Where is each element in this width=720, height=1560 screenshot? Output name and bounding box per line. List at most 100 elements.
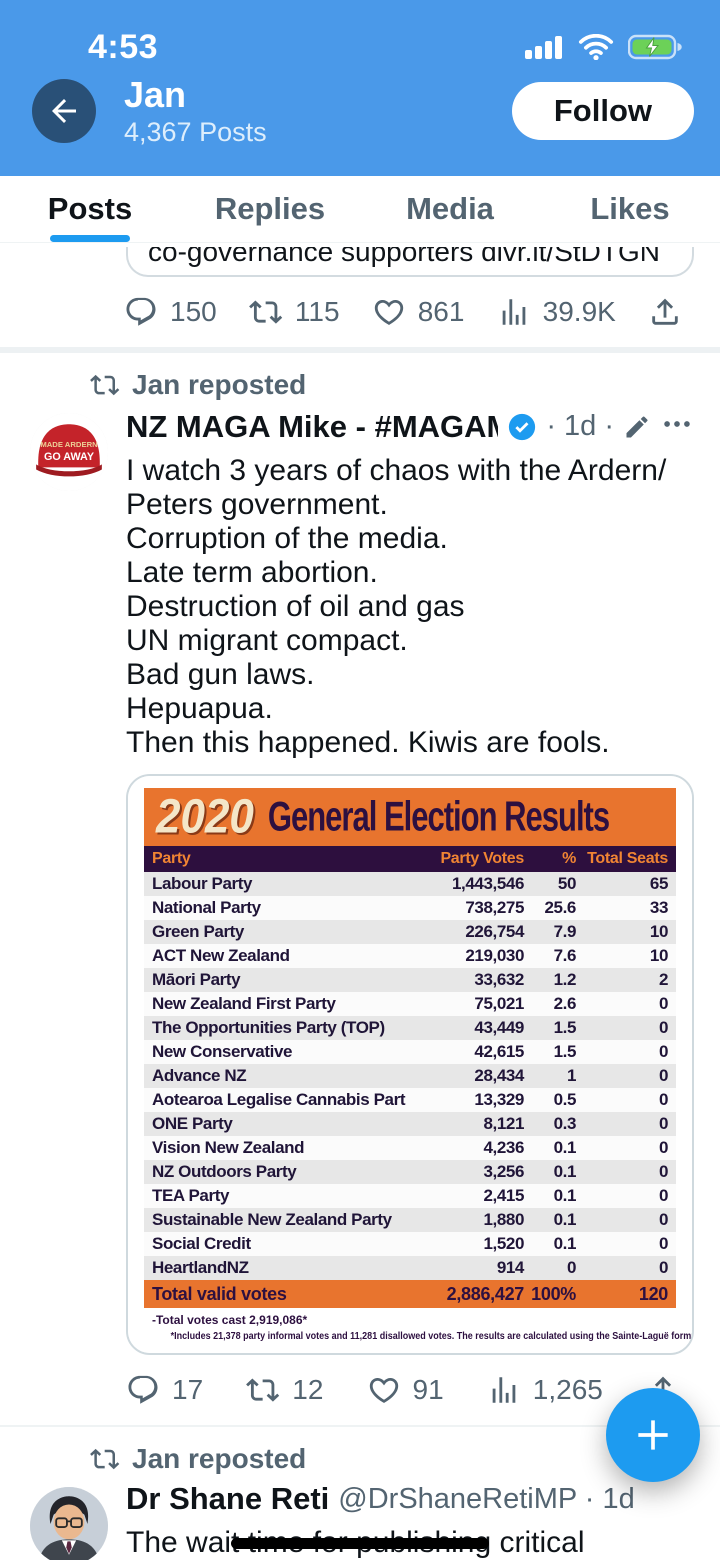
- like-count: 91: [412, 1374, 444, 1405]
- views-button[interactable]: 1,265: [487, 1373, 603, 1407]
- red-cap-avatar-image: MADE ARDERN GO AWAY: [30, 413, 108, 491]
- election-cell: 0: [658, 1234, 668, 1253]
- reply-icon: [128, 1375, 158, 1404]
- election-cell: Sustainable New Zealand Party: [152, 1210, 392, 1229]
- election-cell: 0: [658, 1090, 668, 1109]
- compose-fab-button[interactable]: [606, 1388, 700, 1482]
- election-cell: ONE Party: [152, 1114, 233, 1133]
- election-table-row: National Party 738,275 25.6 33: [144, 896, 676, 920]
- profile-posts-count: 4,367 Posts: [124, 116, 267, 147]
- election-cell: 3,256: [483, 1162, 524, 1181]
- election-table-row: Māori Party 33,632 1.2 2: [144, 968, 676, 992]
- election-cell: 0: [658, 1162, 668, 1181]
- election-cell: 914: [496, 1258, 525, 1277]
- election-year: 2020: [156, 789, 254, 844]
- election-cell: 0.1: [553, 1186, 577, 1205]
- reply-button[interactable]: 17: [126, 1373, 203, 1407]
- tab-posts[interactable]: Posts: [0, 176, 180, 242]
- follow-button[interactable]: Follow: [511, 82, 694, 140]
- status-bar: 4:53: [0, 0, 720, 68]
- total-votes: 2,886,427: [446, 1283, 525, 1304]
- column-header-percent: %: [562, 850, 576, 867]
- tweet-action-bar: 150 115 861 39.9K: [0, 277, 720, 347]
- election-cell: 0: [658, 1114, 668, 1133]
- election-table-row: ONE Party 8,121 0.3 0: [144, 1112, 676, 1136]
- quoted-tweet-card-partial[interactable]: co-governance supporters divr.it/StDTGN: [126, 247, 694, 277]
- tabs-bar: Posts Replies Media Likes: [0, 176, 720, 243]
- election-cell: 1,880: [483, 1210, 524, 1229]
- quoted-tweet-text: co-governance supporters divr.it/StDTGN: [148, 247, 660, 267]
- election-cell: 2,415: [483, 1186, 524, 1205]
- share-button[interactable]: [648, 295, 682, 329]
- election-cell: 1,443,546: [451, 874, 524, 893]
- column-header-votes: Party Votes: [440, 850, 524, 867]
- election-cell: Vision New Zealand: [152, 1138, 305, 1157]
- election-cell: HeartlandNZ: [152, 1258, 249, 1277]
- tab-label: Posts: [47, 191, 133, 226]
- repost-button[interactable]: 115: [249, 295, 340, 329]
- reply-count: 150: [170, 296, 217, 327]
- election-cell: 0: [658, 1042, 668, 1061]
- election-cell: 0: [658, 994, 668, 1013]
- election-cell: Labour Party: [152, 874, 253, 893]
- avatar[interactable]: [30, 1487, 108, 1560]
- profile-header-row: Jan 4,367 Posts Follow: [0, 68, 720, 154]
- reply-button[interactable]: 150: [124, 295, 217, 329]
- more-options-button[interactable]: [660, 407, 694, 446]
- election-cell: 13,329: [474, 1090, 524, 1109]
- election-cell: 10: [649, 946, 669, 965]
- home-indicator[interactable]: [231, 1538, 489, 1549]
- election-cell: 4,236: [483, 1138, 524, 1157]
- avatar[interactable]: MADE ARDERN GO AWAY: [30, 413, 108, 491]
- total-seats: 120: [638, 1283, 668, 1304]
- election-cell: 10: [649, 922, 669, 941]
- election-cell: 219,030: [465, 946, 524, 965]
- tab-likes[interactable]: Likes: [540, 176, 720, 242]
- election-cell: 1: [566, 1066, 576, 1085]
- tweet: MADE ARDERN GO AWAY NZ MAGA Mike - #MAGA…: [0, 403, 720, 1425]
- election-note: -Total votes cast 2,919,086*: [152, 1313, 308, 1327]
- election-cell: Green Party: [152, 922, 244, 941]
- election-cell: New Conservative: [152, 1042, 293, 1061]
- election-table-row: Green Party 226,754 7.9 10: [144, 920, 676, 944]
- back-arrow-icon: [52, 99, 76, 123]
- election-table-row: New Zealand First Party 75,021 2.6 0: [144, 992, 676, 1016]
- profile-name: Jan: [124, 73, 187, 115]
- election-table-row: The Opportunities Party (TOP) 43,449 1.5 0: [144, 1016, 676, 1040]
- wifi-icon: [578, 34, 614, 60]
- election-cell: 0.1: [553, 1162, 577, 1181]
- election-cell: 43,449: [474, 1018, 524, 1037]
- election-cell: 7.6: [553, 946, 577, 965]
- tweet-separator: [0, 347, 720, 353]
- like-button[interactable]: 861: [372, 295, 464, 329]
- cellular-signal-icon: [525, 36, 562, 59]
- repost-button[interactable]: 12: [246, 1373, 323, 1407]
- election-table-rows: Labour Party 1,443,546 50 65 National Party 7…: [144, 872, 676, 1280]
- election-cell: 0.1: [553, 1234, 577, 1253]
- like-button[interactable]: 91: [367, 1373, 444, 1407]
- more-dots-icon: [664, 421, 690, 427]
- election-cell: 0: [658, 1210, 668, 1229]
- column-header-party: Party: [152, 850, 191, 867]
- retweet-icon: [90, 1448, 120, 1470]
- election-cell: 28,434: [474, 1066, 524, 1085]
- author-name[interactable]: Dr Shane Reti: [126, 1481, 330, 1516]
- election-cell: 0: [658, 1258, 668, 1277]
- reply-icon: [126, 297, 156, 326]
- author-name[interactable]: NZ MAGA Mike - #MAGAMEM...: [126, 408, 498, 444]
- election-total-row: Total valid votes 2,886,427 100% 120: [144, 1280, 676, 1308]
- tab-replies[interactable]: Replies: [180, 176, 360, 242]
- tab-media[interactable]: Media: [360, 176, 540, 242]
- views-count: 39.9K: [542, 296, 616, 327]
- views-button[interactable]: 39.9K: [497, 295, 616, 329]
- election-cell: 75,021: [474, 994, 524, 1013]
- back-button[interactable]: [32, 79, 96, 143]
- election-cell: 42,615: [474, 1042, 524, 1061]
- views-icon: [502, 299, 525, 325]
- tweet-media-card[interactable]: 2020 General Election Results Party Part…: [126, 774, 694, 1355]
- election-cell: 8,121: [483, 1114, 524, 1133]
- election-cell: Māori Party: [152, 970, 241, 989]
- tweet: Dr Shane Reti @DrShaneRetiMP · 1d The wa…: [0, 1477, 720, 1560]
- election-table-row: Aotearoa Legalise Cannabis Part 13,329 0.5…: [144, 1088, 676, 1112]
